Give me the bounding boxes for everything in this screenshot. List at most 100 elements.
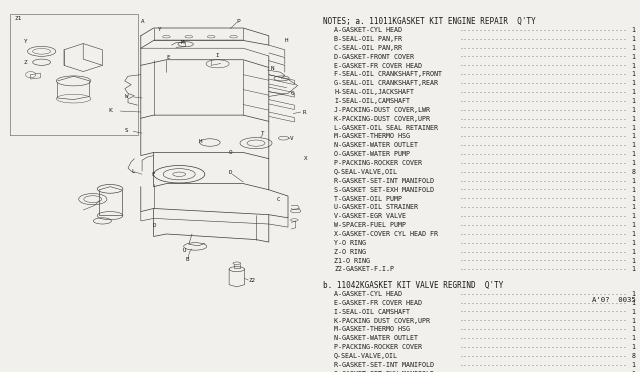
Text: ------------------------------------------: ----------------------------------------… xyxy=(460,98,628,104)
Text: C: C xyxy=(277,197,280,202)
Text: 1: 1 xyxy=(632,54,636,60)
Text: F: F xyxy=(151,172,154,177)
Text: 1: 1 xyxy=(632,116,636,122)
Text: L-GASKET-OIL SEAL RETAINER: L-GASKET-OIL SEAL RETAINER xyxy=(334,125,438,131)
Text: B-SEAL-OIL PAN,FR: B-SEAL-OIL PAN,FR xyxy=(334,36,402,42)
Text: K: K xyxy=(109,108,113,113)
Text: 1: 1 xyxy=(632,134,636,140)
Text: 1: 1 xyxy=(632,326,636,333)
Text: 1: 1 xyxy=(632,318,636,324)
Text: ------------------------------------------: ----------------------------------------… xyxy=(460,266,628,273)
Text: ------------------------------------------: ----------------------------------------… xyxy=(460,125,628,131)
Text: ------------------------------------------: ----------------------------------------… xyxy=(460,71,628,77)
Text: ------------------------------------------: ----------------------------------------… xyxy=(460,196,628,202)
Text: M-GASKET-THERMO HSG: M-GASKET-THERMO HSG xyxy=(334,326,410,333)
Text: K-PACKING DUST COVER,UPR: K-PACKING DUST COVER,UPR xyxy=(334,318,430,324)
Text: X-GASKET-COVER CYL HEAD FR: X-GASKET-COVER CYL HEAD FR xyxy=(334,231,438,237)
Text: I-SEAL-OIL CAMSHAFT: I-SEAL-OIL CAMSHAFT xyxy=(334,309,410,315)
Text: T: T xyxy=(261,131,264,136)
Text: Y: Y xyxy=(24,39,27,44)
Text: V: V xyxy=(290,136,293,141)
Text: ------------------------------------------: ----------------------------------------… xyxy=(460,362,628,368)
Text: 1: 1 xyxy=(632,205,636,211)
Text: 8: 8 xyxy=(632,169,636,175)
Text: ------------------------------------------: ----------------------------------------… xyxy=(460,160,628,166)
Text: 1: 1 xyxy=(632,187,636,193)
Text: 1: 1 xyxy=(632,107,636,113)
Text: C-SEAL-OIL PAN,RR: C-SEAL-OIL PAN,RR xyxy=(334,45,402,51)
Text: G-SEAL-OIL CRANKSHAFT,REAR: G-SEAL-OIL CRANKSHAFT,REAR xyxy=(334,80,438,86)
Text: 1: 1 xyxy=(632,240,636,246)
Text: 1: 1 xyxy=(632,142,636,148)
Text: ------------------------------------------: ----------------------------------------… xyxy=(460,205,628,211)
Text: 1: 1 xyxy=(632,71,636,77)
Text: ------------------------------------------: ----------------------------------------… xyxy=(460,116,628,122)
Text: 1: 1 xyxy=(632,213,636,219)
Text: 1: 1 xyxy=(632,266,636,273)
Text: 1: 1 xyxy=(632,178,636,184)
Text: ------------------------------------------: ----------------------------------------… xyxy=(460,240,628,246)
Text: 1: 1 xyxy=(632,335,636,341)
Text: ------------------------------------------: ----------------------------------------… xyxy=(460,291,628,297)
Text: ------------------------------------------: ----------------------------------------… xyxy=(460,45,628,51)
Text: ------------------------------------------: ----------------------------------------… xyxy=(460,213,628,219)
Text: 1: 1 xyxy=(632,98,636,104)
Text: D: D xyxy=(152,223,156,228)
Text: ------------------------------------------: ----------------------------------------… xyxy=(460,178,628,184)
Text: Y-O RING: Y-O RING xyxy=(334,240,366,246)
Text: ------------------------------------------: ----------------------------------------… xyxy=(460,300,628,306)
Text: A-GASKET-CYL HEAD: A-GASKET-CYL HEAD xyxy=(334,291,402,297)
Text: Z2: Z2 xyxy=(248,278,255,283)
Text: ------------------------------------------: ----------------------------------------… xyxy=(460,142,628,148)
Text: ------------------------------------------: ----------------------------------------… xyxy=(460,371,628,372)
Text: ------------------------------------------: ----------------------------------------… xyxy=(460,318,628,324)
Text: O: O xyxy=(229,150,232,155)
Text: P-PACKING-ROCKER COVER: P-PACKING-ROCKER COVER xyxy=(334,160,422,166)
Text: b. 11042KGASKET KIT VALVE REGRIND  Q'TY: b. 11042KGASKET KIT VALVE REGRIND Q'TY xyxy=(323,281,504,290)
Text: S-GASKET SET-EXH MANIFOLD: S-GASKET SET-EXH MANIFOLD xyxy=(334,371,434,372)
Text: T-GASKET-OIL PUMP: T-GASKET-OIL PUMP xyxy=(334,196,402,202)
Text: 1: 1 xyxy=(632,27,636,33)
Text: Z-O RING: Z-O RING xyxy=(334,249,366,255)
Text: ------------------------------------------: ----------------------------------------… xyxy=(460,169,628,175)
Text: 8: 8 xyxy=(632,353,636,359)
Text: 1: 1 xyxy=(632,249,636,255)
Text: U: U xyxy=(182,248,186,253)
Text: 1: 1 xyxy=(632,231,636,237)
Text: E-GASKET-FR COVER HEAD: E-GASKET-FR COVER HEAD xyxy=(334,62,422,68)
Text: 1: 1 xyxy=(632,196,636,202)
Text: ------------------------------------------: ----------------------------------------… xyxy=(460,36,628,42)
Text: Z1-O RING: Z1-O RING xyxy=(334,258,370,264)
Text: K-PACKING-DUST COVER,UPR: K-PACKING-DUST COVER,UPR xyxy=(334,116,430,122)
Text: H: H xyxy=(285,38,288,43)
Text: M-GASKET-THERMO HSG: M-GASKET-THERMO HSG xyxy=(334,134,410,140)
Text: ------------------------------------------: ----------------------------------------… xyxy=(460,353,628,359)
Text: U-GASKET-OIL STRAINER: U-GASKET-OIL STRAINER xyxy=(334,205,418,211)
Text: ------------------------------------------: ----------------------------------------… xyxy=(460,27,628,33)
Text: ------------------------------------------: ----------------------------------------… xyxy=(460,335,628,341)
Text: ------------------------------------------: ----------------------------------------… xyxy=(460,344,628,350)
Text: N-GASKET-WATER OUTLET: N-GASKET-WATER OUTLET xyxy=(334,335,418,341)
Text: 1: 1 xyxy=(632,151,636,157)
Text: 1: 1 xyxy=(632,80,636,86)
Text: 1: 1 xyxy=(632,291,636,297)
Text: ------------------------------------------: ----------------------------------------… xyxy=(460,134,628,140)
Text: F-SEAL-OIL CRANKSHAFT,FRONT: F-SEAL-OIL CRANKSHAFT,FRONT xyxy=(334,71,442,77)
Text: L: L xyxy=(131,169,134,174)
Text: ------------------------------------------: ----------------------------------------… xyxy=(460,309,628,315)
Text: Q-SEAL-VALVE,OIL: Q-SEAL-VALVE,OIL xyxy=(334,353,398,359)
Text: 1: 1 xyxy=(632,300,636,306)
Text: A-GASKET-CYL HEAD: A-GASKET-CYL HEAD xyxy=(334,27,402,33)
Text: O-GASKET-WATER PUMP: O-GASKET-WATER PUMP xyxy=(334,151,410,157)
Text: N-GASKET-WATER OUTLET: N-GASKET-WATER OUTLET xyxy=(334,142,418,148)
Text: Q-SEAL-VALVE,OIL: Q-SEAL-VALVE,OIL xyxy=(334,169,398,175)
Text: 1: 1 xyxy=(632,362,636,368)
Text: Y: Y xyxy=(158,27,161,32)
Text: Z: Z xyxy=(24,60,27,65)
Text: ------------------------------------------: ----------------------------------------… xyxy=(460,151,628,157)
Text: ------------------------------------------: ----------------------------------------… xyxy=(460,231,628,237)
Text: M: M xyxy=(180,39,184,45)
Text: 1: 1 xyxy=(632,258,636,264)
Text: ------------------------------------------: ----------------------------------------… xyxy=(460,187,628,193)
Text: Z1: Z1 xyxy=(14,16,22,21)
